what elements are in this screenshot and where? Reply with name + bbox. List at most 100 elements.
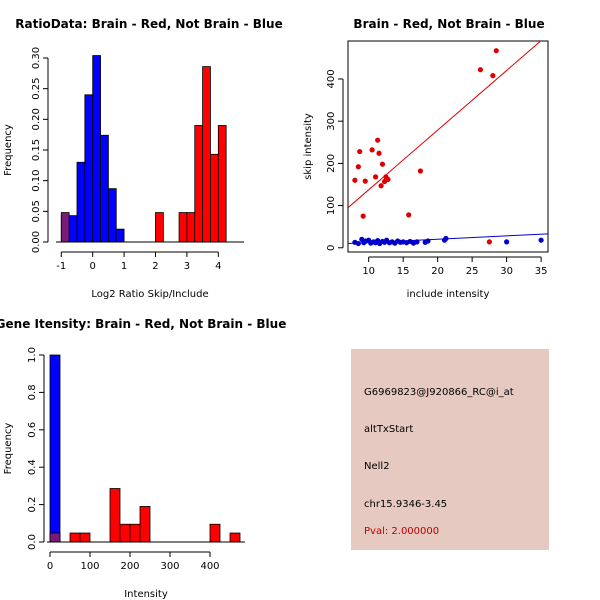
histogram-bar-not-brain: [49, 354, 61, 543]
scatter-point-not-brain: [414, 239, 420, 245]
histogram-bar-not-brain: [84, 94, 94, 243]
y-tick-label: 0.05: [31, 200, 42, 222]
histogram-bar-brain: [178, 212, 188, 243]
y-tick-label: 300: [326, 112, 337, 131]
y-tick-label: 0.4: [27, 459, 38, 475]
x-tick-label: 1: [121, 261, 127, 272]
scatter-point-not-brain: [425, 238, 431, 244]
x-tick-label: 0: [47, 561, 53, 572]
scatter-point-not-brain: [355, 240, 361, 247]
histogram-bar-overlap: [60, 212, 70, 243]
x-tick-label: 2: [152, 261, 158, 272]
histogram-bar-not-brain: [92, 55, 101, 243]
fit-line-brain: [348, 41, 542, 209]
histogram-bar-brain: [129, 523, 141, 543]
y-tick-label: 0: [326, 245, 337, 251]
histogram-bar-not-brain: [100, 134, 109, 243]
y-axis-label: skip intensity: [303, 113, 314, 180]
histogram-bar-brain: [69, 532, 81, 543]
histogram-bar-brain: [217, 125, 227, 243]
scatter-point-brain: [362, 178, 368, 184]
x-tick-label: 300: [160, 561, 179, 572]
chart-title: Gene Itensity: Brain - Red, Not Brain - …: [0, 317, 286, 331]
scatter-point-not-brain: [538, 237, 544, 243]
scatter-point-brain: [355, 164, 361, 170]
histogram-bar-brain: [186, 212, 196, 243]
x-tick-label: 0: [89, 261, 95, 272]
x-tick-label: 35: [535, 266, 548, 277]
x-tick-label: 3: [184, 261, 190, 272]
scatter-point-brain: [357, 148, 363, 155]
x-tick-label: 400: [200, 561, 219, 572]
histogram-bar-not-brain: [107, 188, 117, 243]
scatter-point-brain: [406, 212, 412, 218]
x-tick-label: -1: [56, 261, 66, 272]
scatter-point-brain: [372, 174, 379, 180]
x-tick-label: 4: [215, 261, 221, 272]
histogram-bar-not-brain: [76, 161, 86, 243]
scatter-point-brain: [490, 73, 496, 79]
scatter-point-brain: [360, 213, 366, 219]
histogram-bar-brain: [229, 532, 241, 543]
y-tick-label: 0.25: [31, 78, 42, 100]
event-type-text: altTxStart: [364, 424, 414, 435]
x-tick-label: 100: [80, 561, 99, 572]
scatter-point-brain: [369, 147, 375, 153]
histogram-bar-brain: [194, 125, 204, 243]
x-tick-label: 200: [120, 561, 139, 572]
scatter-point-brain: [378, 183, 384, 189]
scatter-point-brain: [352, 177, 358, 183]
scatter-point-not-brain: [443, 235, 449, 242]
gene-intensity-histogram-chart: Gene Itensity: Brain - Red, Not Brain - …: [0, 317, 286, 600]
x-axis-label: include intensity: [407, 289, 490, 300]
histogram-bar-brain: [79, 532, 91, 543]
x-tick-label: 30: [500, 266, 513, 277]
y-axis-label: Frequency: [3, 124, 14, 176]
gene-info-panel: G6969823@J920866_RC@i_at altTxStart Nell…: [351, 349, 549, 550]
y-tick-label: 0.8: [27, 384, 38, 400]
y-tick-label: 0.2: [27, 497, 38, 513]
scatter-point-not-brain: [504, 239, 510, 245]
chromosome-location-text: chr15.9346-3.45: [364, 499, 448, 510]
histogram-bar-brain: [209, 523, 221, 543]
chart-title: RatioData: Brain - Red, Not Brain - Blue: [15, 17, 282, 31]
y-tick-label: 400: [326, 69, 337, 88]
pvalue-text: Pval: 2.000000: [364, 526, 440, 537]
histogram-bar-not-brain: [68, 215, 78, 243]
histogram-bar-brain: [210, 153, 219, 243]
x-axis-label: Log2 Ratio Skip/Include: [91, 289, 208, 300]
scatter-point-brain: [486, 239, 492, 245]
histogram-bar-brain: [139, 506, 151, 543]
y-tick-label: 0.10: [31, 170, 42, 192]
y-tick-label: 1.0: [27, 347, 38, 363]
scatter-point-brain: [379, 161, 386, 167]
histogram-bar-overlap: [49, 532, 61, 543]
histogram-bar-brain: [119, 523, 131, 543]
x-tick-label: 20: [431, 266, 444, 277]
x-tick-label: 15: [397, 266, 410, 277]
plot-frame: [347, 40, 549, 253]
histogram-bar-brain: [155, 212, 164, 243]
probe-id-text: G6969823@J920866_RC@i_at: [364, 387, 514, 398]
scatter-point-brain: [477, 67, 484, 73]
intensity-scatter-chart: Brain - Red, Not Brain - Blue include int…: [303, 17, 549, 300]
scatter-point-brain: [493, 48, 499, 54]
y-tick-label: 0.30: [31, 47, 42, 69]
histogram-bar-brain: [109, 488, 121, 543]
y-tick-label: 0.0: [27, 534, 38, 550]
x-tick-label: 10: [362, 266, 375, 277]
histogram-bar-brain: [202, 66, 211, 243]
y-tick-label: 0.15: [31, 139, 42, 161]
y-tick-label: 0.6: [27, 422, 38, 438]
ratio-histogram-chart: RatioData: Brain - Red, Not Brain - Blue…: [3, 17, 283, 300]
y-axis-label: Frequency: [3, 423, 14, 475]
scatter-point-brain: [385, 176, 391, 183]
y-tick-label: 0.20: [31, 108, 42, 130]
chart-title: Brain - Red, Not Brain - Blue: [353, 17, 544, 31]
y-tick-label: 200: [326, 154, 337, 173]
histogram-bar-not-brain: [115, 228, 125, 243]
gene-name-text: Nell2: [364, 461, 390, 472]
y-tick-label: 0.00: [31, 231, 42, 253]
y-tick-label: 100: [326, 196, 337, 215]
scatter-point-brain: [376, 150, 382, 156]
